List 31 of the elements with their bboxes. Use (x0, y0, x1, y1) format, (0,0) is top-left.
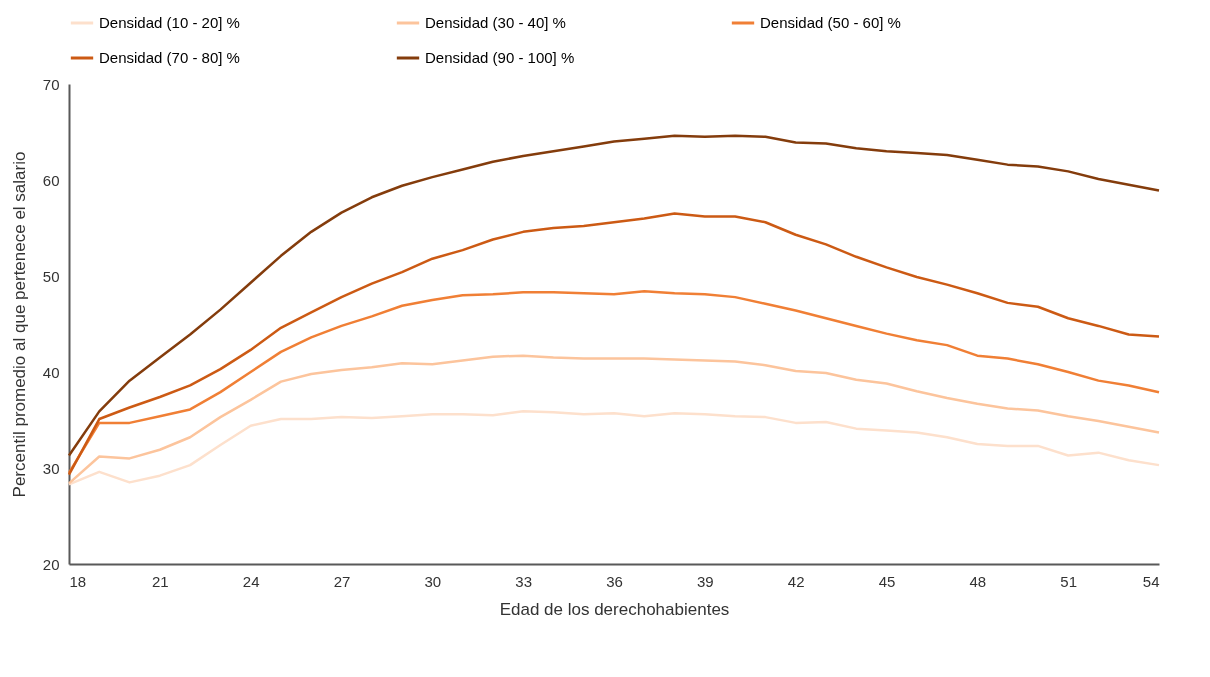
x-tick-label: 24 (242, 572, 260, 590)
legend-label: Densidad (30 - 40] % (425, 14, 566, 31)
line-series (67, 290, 1161, 475)
x-tick-label: 48 (969, 572, 987, 590)
x-tick-label: 27 (333, 572, 351, 590)
y-tick-label: 20 (42, 555, 60, 573)
y-tick-label: 60 (42, 171, 60, 189)
x-tick-label: 18 (69, 572, 87, 590)
x-tick-label: 36 (606, 572, 623, 590)
y-tick-label: 50 (42, 267, 60, 285)
legend-label: Densidad (90 - 100] % (425, 49, 575, 66)
y-tick-label: 70 (42, 75, 60, 93)
x-tick-label: 54 (1142, 572, 1160, 590)
line-series (67, 134, 1161, 457)
line-series (67, 212, 1161, 476)
y-tick-label: 40 (42, 363, 60, 381)
x-tick-label: 30 (424, 572, 442, 590)
x-tick-label: 33 (515, 572, 533, 590)
line-series (67, 410, 1161, 486)
x-tick-label: 42 (787, 572, 805, 590)
x-tick-label: 21 (151, 572, 169, 590)
x-tick-label: 45 (878, 572, 896, 590)
y-tick-label: 30 (42, 459, 60, 477)
x-tick-label: 39 (696, 572, 714, 590)
y-axis-title: Percentil promedio al que pertenece el salario (9, 151, 29, 498)
x-tick-label: 51 (1060, 572, 1078, 590)
legend-label: Densidad (50 - 60] % (760, 14, 901, 31)
line-series (67, 354, 1161, 485)
x-axis-title: Edad de los derechohabientes (499, 599, 730, 619)
legend-label: Densidad (70 - 80] % (99, 49, 240, 66)
legend-label: Densidad (10 - 20] % (99, 14, 240, 31)
